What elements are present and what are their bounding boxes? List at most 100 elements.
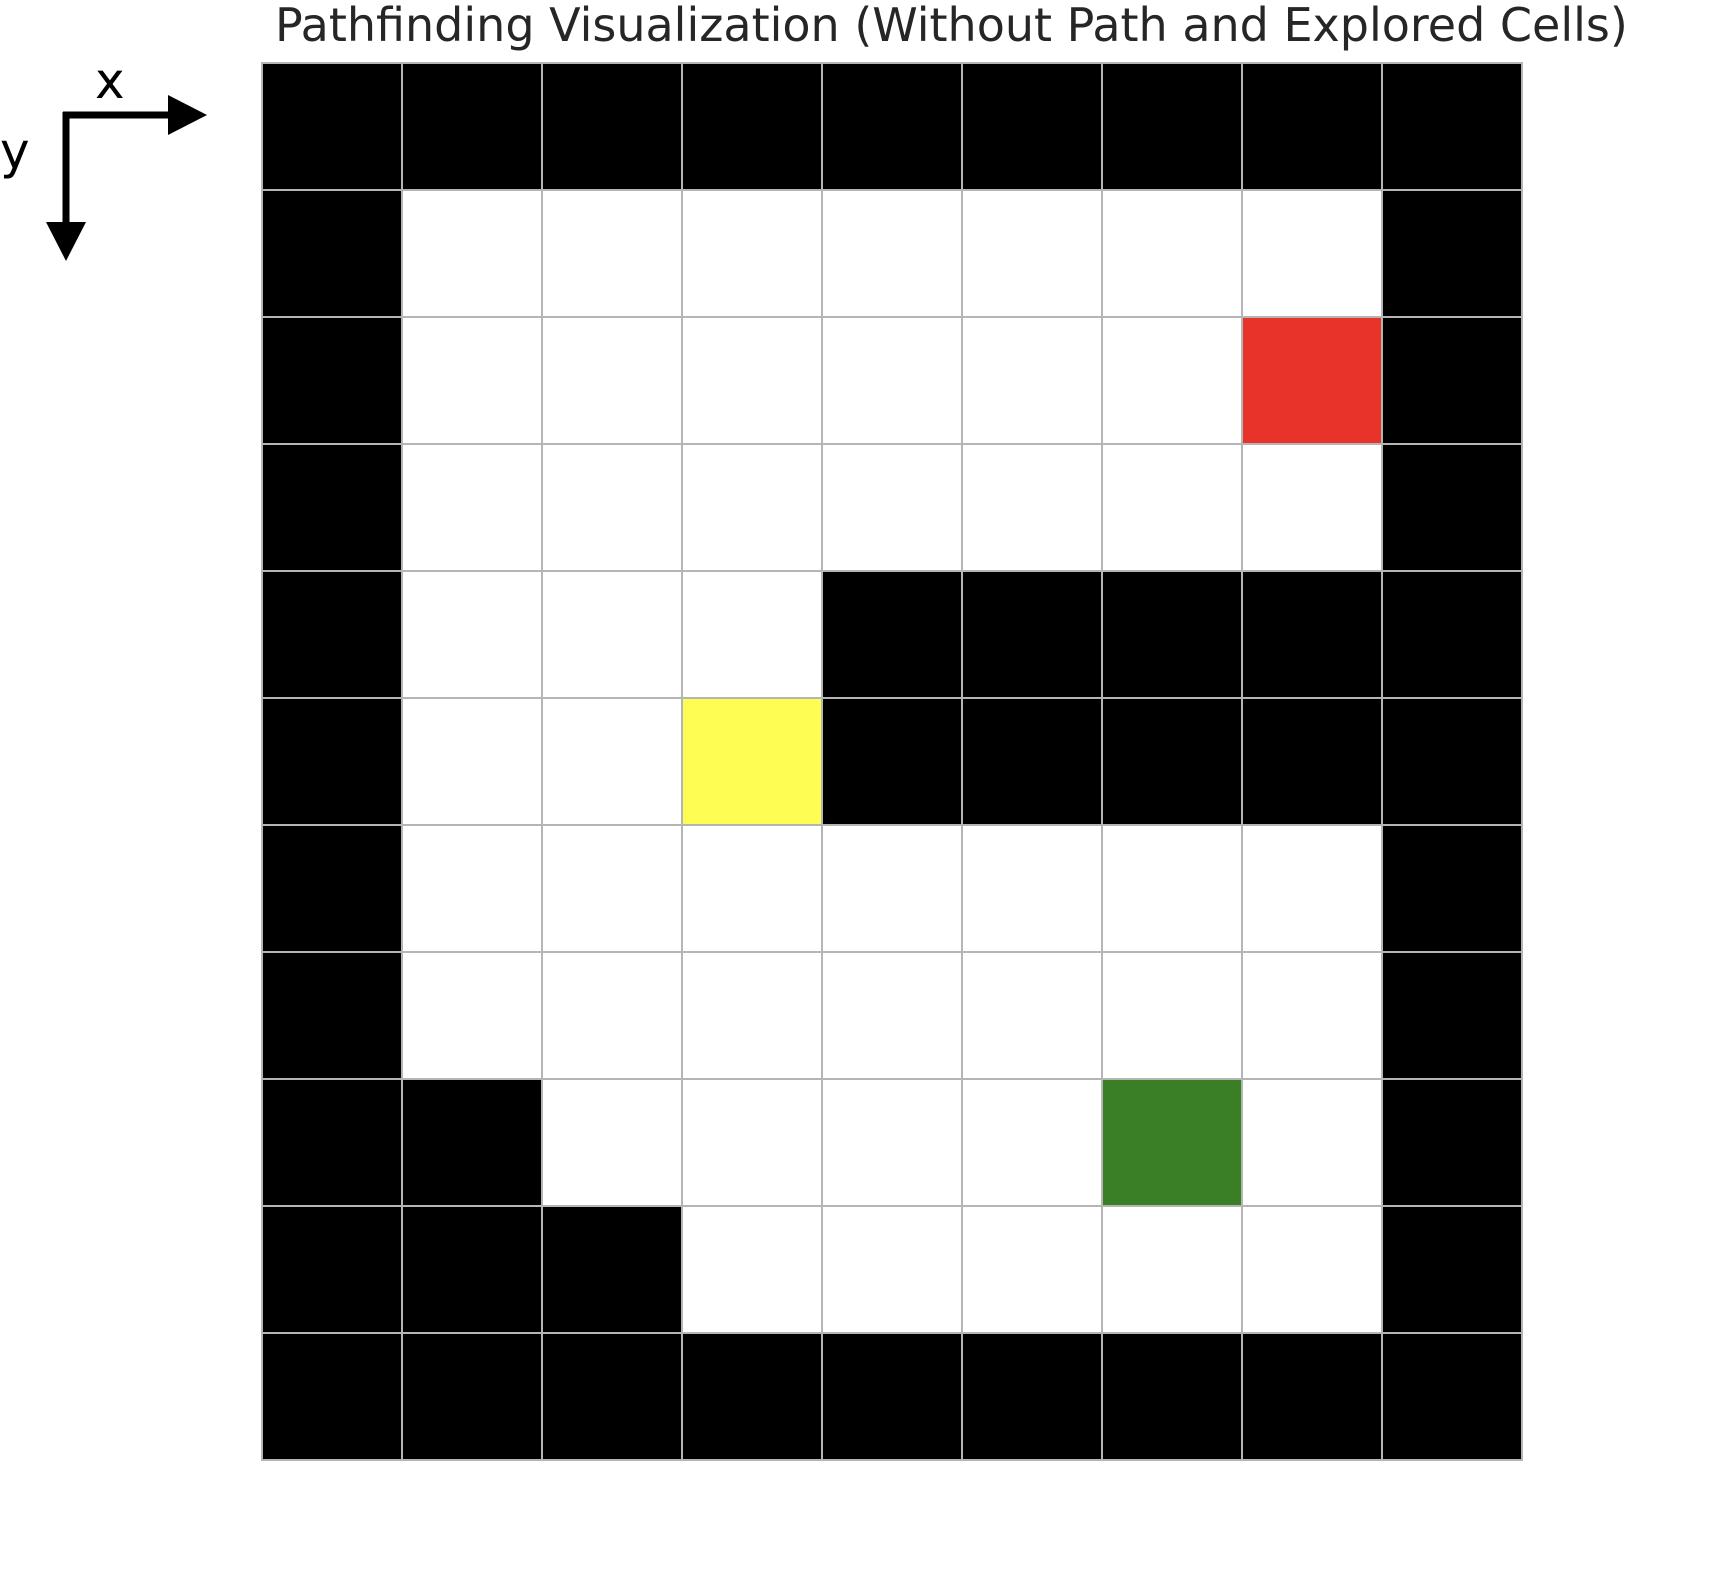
grid-cell-wall: [1383, 826, 1523, 953]
grid-cell-wall: [823, 699, 963, 826]
grid-cell-wall: [823, 572, 963, 699]
grid-cell-start: [1243, 318, 1383, 445]
chart-title: Pathfinding Visualization (Without Path …: [275, 0, 1628, 52]
grid-cell-free: [543, 445, 683, 572]
grid-cell-free: [823, 1080, 963, 1207]
grid-cell-wall: [1383, 445, 1523, 572]
grid-cell-wall: [1383, 953, 1523, 1080]
grid-cell-free: [403, 191, 543, 318]
grid-cell-wall: [543, 1207, 683, 1334]
x-axis-label: x: [95, 55, 125, 110]
grid-cell-wall: [1383, 699, 1523, 826]
grid-cell-free: [963, 1080, 1103, 1207]
grid-cell-free: [963, 826, 1103, 953]
grid-cell-wall: [1383, 1080, 1523, 1207]
grid-cell-wall: [1383, 1207, 1523, 1334]
grid-cell-wall: [823, 64, 963, 191]
grid-cell-free: [1103, 191, 1243, 318]
grid-cell-wall: [263, 191, 403, 318]
grid-cell-free: [823, 1207, 963, 1334]
grid-cell-free: [963, 191, 1103, 318]
grid-cell-wall: [1103, 572, 1243, 699]
grid-cell-wall: [683, 1334, 823, 1461]
grid-cell-wall: [963, 64, 1103, 191]
grid-cell-free: [1103, 318, 1243, 445]
grid-cell-wall: [1103, 1334, 1243, 1461]
grid-cell-wall: [263, 953, 403, 1080]
grid-cell-wall: [403, 64, 543, 191]
grid-cell-free: [963, 953, 1103, 1080]
grid-cell-wall: [263, 572, 403, 699]
grid-board: [261, 62, 1523, 1461]
grid-cell-free: [1103, 826, 1243, 953]
grid-cell-free: [543, 1080, 683, 1207]
grid-cell-free: [1243, 1080, 1383, 1207]
grid-cell-wall: [263, 64, 403, 191]
grid-cell-wall: [263, 1207, 403, 1334]
grid-cell-free: [543, 699, 683, 826]
grid-cell-wall: [1243, 572, 1383, 699]
grid-cell-free: [683, 1207, 823, 1334]
grid-cell-free: [823, 445, 963, 572]
grid-cell-free: [1103, 1207, 1243, 1334]
grid-cell-wall: [263, 826, 403, 953]
grid-cell-free: [683, 318, 823, 445]
grid-cell-wall: [963, 1334, 1103, 1461]
grid-cell-wall: [1103, 699, 1243, 826]
grid-cell-free: [1103, 953, 1243, 1080]
grid-cell-wall: [683, 64, 823, 191]
grid-cell-free: [683, 445, 823, 572]
grid-cell-free: [403, 445, 543, 572]
grid-cell-free: [963, 1207, 1103, 1334]
grid-cell-wall: [1103, 64, 1243, 191]
grid-cell-wall: [1243, 64, 1383, 191]
grid-cell-wall: [263, 318, 403, 445]
grid-cell-wall: [263, 1080, 403, 1207]
grid-cell-free: [543, 191, 683, 318]
grid-cell-free: [683, 953, 823, 1080]
grid-cell-free: [683, 1080, 823, 1207]
grid-cell-wall: [263, 445, 403, 572]
grid-cell-wall: [1383, 191, 1523, 318]
grid-cell-wall: [1383, 64, 1523, 191]
grid-cell-free: [1243, 826, 1383, 953]
grid-cell-free: [403, 699, 543, 826]
grid-cell-wall: [543, 1334, 683, 1461]
grid-cell-free: [403, 572, 543, 699]
grid-cell-wall: [543, 64, 683, 191]
grid-cell-free: [963, 318, 1103, 445]
grid-cell-wall: [1383, 572, 1523, 699]
grid-cell-free: [543, 953, 683, 1080]
grid-cell-free: [1103, 445, 1243, 572]
grid-cell-free: [683, 572, 823, 699]
grid-cell-wall: [1243, 1334, 1383, 1461]
grid-cell-free: [1243, 191, 1383, 318]
grid-cell-free: [683, 191, 823, 318]
grid-cell-wall: [403, 1207, 543, 1334]
grid-cell-free: [823, 191, 963, 318]
grid-cell-free: [823, 318, 963, 445]
grid-cell-wall: [1383, 318, 1523, 445]
grid-cell-free: [543, 318, 683, 445]
grid-cell-wall: [263, 1334, 403, 1461]
y-axis-label: y: [0, 122, 30, 180]
grid-cell-free: [403, 318, 543, 445]
grid-cell-free: [403, 953, 543, 1080]
y-axis-arrow-icon: [46, 112, 86, 261]
grid-cell-wall: [263, 699, 403, 826]
grid-cell-free: [683, 826, 823, 953]
axis-indicator: x y: [0, 55, 207, 261]
grid-cell-free: [1243, 953, 1383, 1080]
x-axis-arrow-icon: [63, 95, 207, 135]
grid-cell-free: [963, 445, 1103, 572]
grid-cell-free: [1243, 1207, 1383, 1334]
grid-cell-free: [543, 826, 683, 953]
grid-cell-free: [823, 953, 963, 1080]
grid-cell-free: [403, 826, 543, 953]
grid-cell-free: [543, 572, 683, 699]
grid-cell-wall: [403, 1080, 543, 1207]
grid-cell-wall: [1243, 699, 1383, 826]
grid-cell-agent: [683, 699, 823, 826]
grid-cell-free: [1243, 445, 1383, 572]
grid-cell-wall: [403, 1334, 543, 1461]
